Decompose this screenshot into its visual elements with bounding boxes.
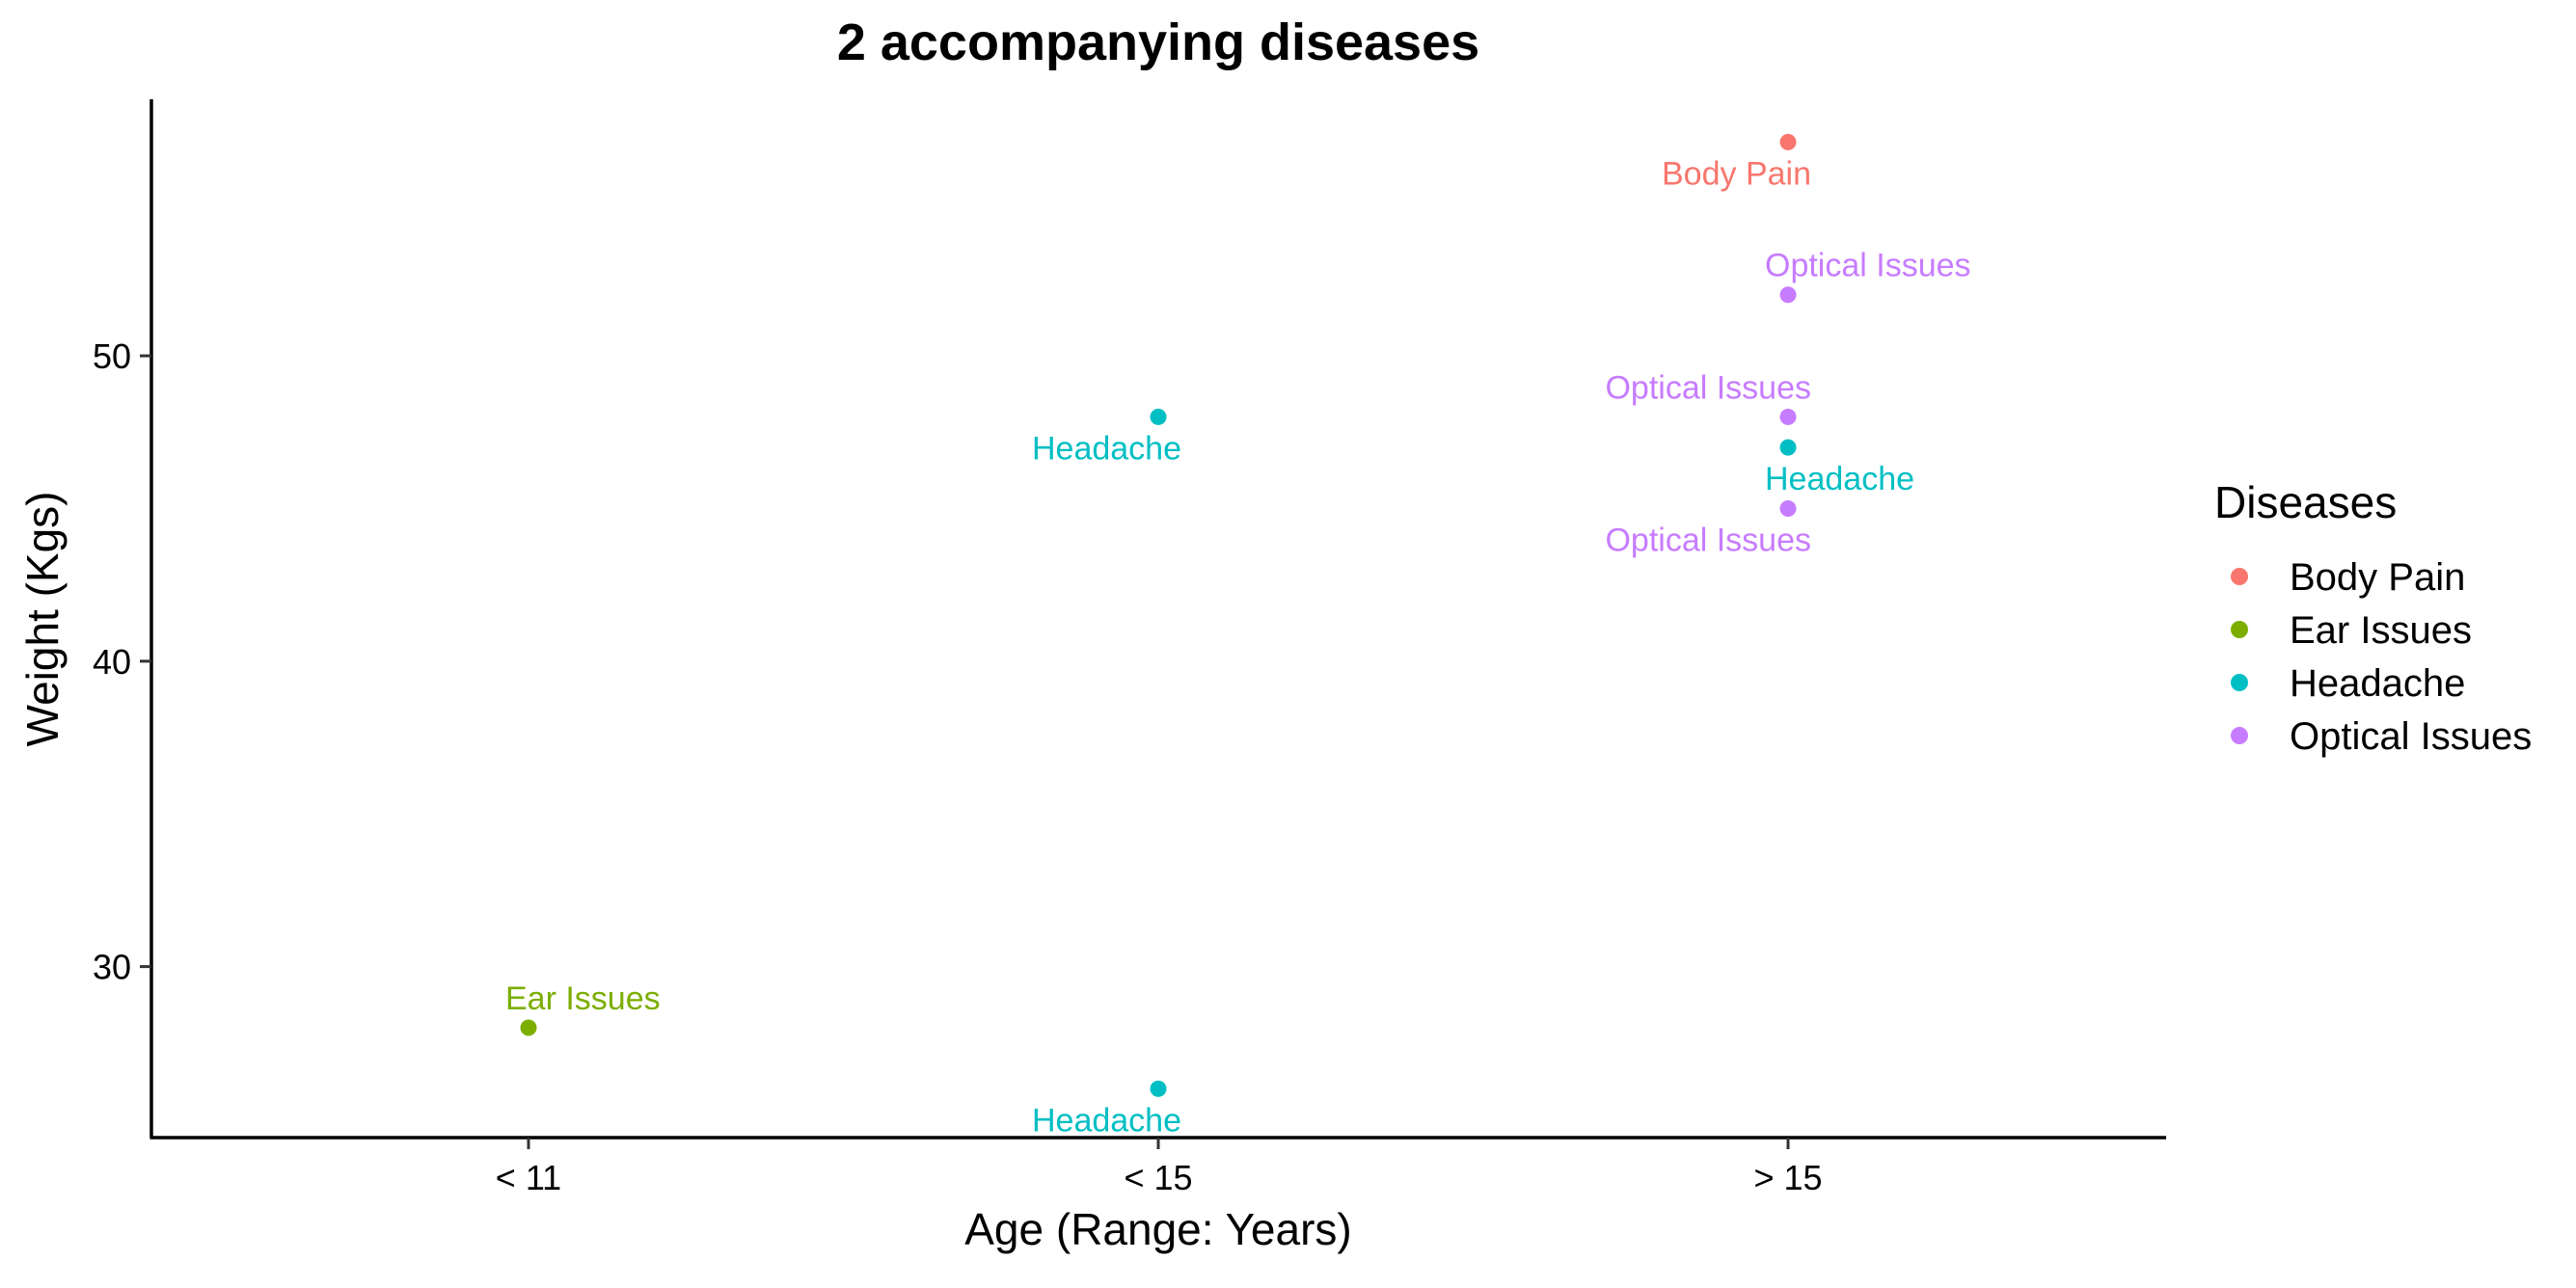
x-axis-label: Age (Range: Years)	[964, 1204, 1352, 1254]
legend-label: Optical Issues	[2290, 715, 2532, 758]
y-axis-label: Weight (Kgs)	[17, 491, 68, 746]
data-point	[1779, 133, 1797, 150]
data-point	[1779, 439, 1797, 456]
data-label: Ear Issues	[505, 980, 661, 1017]
data-point	[1779, 408, 1797, 425]
legend-label: Body Pain	[2290, 556, 2465, 599]
legend-label: Headache	[2290, 662, 2465, 705]
x-tick-label: > 15	[1753, 1158, 1822, 1197]
x-ticks: < 11 < 15 > 15	[496, 1138, 1823, 1197]
legend-label: Ear Issues	[2290, 609, 2472, 652]
legend-key	[2231, 727, 2248, 744]
x-tick-label: < 15	[1124, 1158, 1192, 1197]
data-label: Headache	[1032, 430, 1181, 467]
y-ticks: 30 40 50	[93, 336, 151, 987]
legend-entries: Body Pain Ear Issues Headache Optical Issue…	[2231, 556, 2532, 758]
data-point	[1150, 408, 1167, 425]
data-point	[520, 1019, 537, 1036]
legend: Diseases Body Pain Ear Issues Headache Opti…	[2214, 477, 2532, 758]
data-label: Headache	[1032, 1102, 1181, 1139]
legend-key	[2231, 568, 2248, 585]
legend-key	[2231, 621, 2248, 638]
data-labels: Body Pain Optical Issues Optical Issues Hea…	[505, 155, 1971, 1139]
data-label: Body Pain	[1662, 155, 1811, 192]
data-points	[520, 133, 1797, 1097]
data-point	[1779, 286, 1797, 304]
legend-title: Diseases	[2214, 477, 2397, 527]
x-tick-label: < 11	[496, 1158, 561, 1197]
data-point	[1779, 499, 1797, 517]
data-label: Optical Issues	[1605, 369, 1811, 406]
legend-key	[2231, 674, 2248, 691]
y-tick-label: 30	[93, 948, 131, 987]
chart-title: 2 accompanying diseases	[837, 13, 1479, 71]
data-label: Optical Issues	[1605, 522, 1811, 558]
y-tick-label: 50	[93, 336, 131, 376]
y-tick-label: 40	[93, 642, 131, 682]
data-label: Headache	[1765, 461, 1914, 497]
data-point	[1150, 1080, 1167, 1097]
data-label: Optical Issues	[1765, 248, 1971, 284]
